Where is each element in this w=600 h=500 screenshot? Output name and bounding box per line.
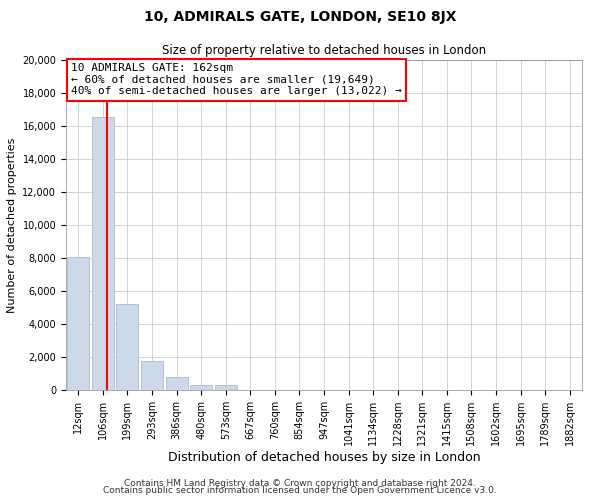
Text: Contains HM Land Registry data © Crown copyright and database right 2024.: Contains HM Land Registry data © Crown c… (124, 478, 476, 488)
Bar (67, 257, 89, 390)
Bar (92, 117, 114, 390)
Bar (141, 360, 163, 390)
X-axis label: Distribution of detached houses by size in London: Distribution of detached houses by size … (167, 451, 481, 464)
Bar (190, 386, 212, 390)
Y-axis label: Number of detached properties: Number of detached properties (7, 138, 17, 312)
Bar (215, 385, 237, 390)
Bar (116, 304, 139, 390)
Bar (166, 378, 188, 390)
Title: Size of property relative to detached houses in London: Size of property relative to detached ho… (162, 44, 486, 58)
Text: 10 ADMIRALS GATE: 162sqm
← 60% of detached houses are smaller (19,649)
40% of se: 10 ADMIRALS GATE: 162sqm ← 60% of detach… (71, 64, 402, 96)
Text: 10, ADMIRALS GATE, LONDON, SE10 8JX: 10, ADMIRALS GATE, LONDON, SE10 8JX (144, 10, 456, 24)
Text: Contains public sector information licensed under the Open Government Licence v3: Contains public sector information licen… (103, 486, 497, 495)
